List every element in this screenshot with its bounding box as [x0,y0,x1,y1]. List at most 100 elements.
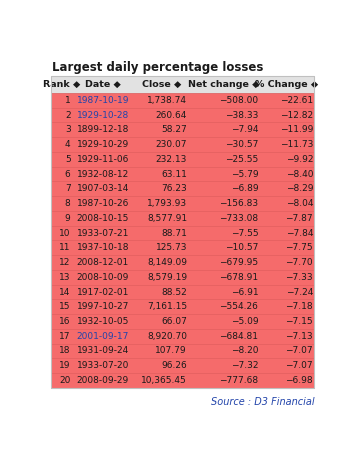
Text: 8,920.70: 8,920.70 [147,332,187,341]
Text: −508.00: −508.00 [219,96,258,105]
Text: −11.73: −11.73 [280,140,313,149]
Text: −7.75: −7.75 [286,243,313,252]
Text: −7.18: −7.18 [286,302,313,311]
Text: 1932-10-05: 1932-10-05 [77,317,129,326]
Text: −7.70: −7.70 [286,258,313,267]
Text: 10,365.45: 10,365.45 [141,376,187,385]
Text: 1932-08-12: 1932-08-12 [77,169,129,178]
Text: −10.57: −10.57 [225,243,258,252]
Bar [51,270,314,285]
Text: 1929-10-29: 1929-10-29 [77,140,129,149]
Bar [51,137,314,152]
Bar [51,285,314,299]
Text: −22.61: −22.61 [280,96,313,105]
Text: 2008-12-01: 2008-12-01 [77,258,129,267]
Text: −12.82: −12.82 [280,111,313,120]
Text: 1929-10-28: 1929-10-28 [77,111,129,120]
Bar [51,226,314,240]
Bar [51,108,314,123]
Text: 3: 3 [65,125,70,134]
Text: 260.64: 260.64 [156,111,187,120]
Bar [51,76,314,93]
Text: 8,579.19: 8,579.19 [147,273,187,282]
Text: 1,738.74: 1,738.74 [147,96,187,105]
Text: −8.04: −8.04 [286,199,313,208]
Text: 2: 2 [65,111,70,120]
Text: −30.57: −30.57 [225,140,258,149]
Text: 8: 8 [65,199,70,208]
Bar [51,93,314,108]
Text: −7.24: −7.24 [286,288,313,297]
Text: % Change ◆: % Change ◆ [255,80,318,89]
Text: 1987-10-19: 1987-10-19 [77,96,129,105]
Text: −8.40: −8.40 [286,169,313,178]
Text: −25.55: −25.55 [225,155,258,164]
Text: 88.71: 88.71 [161,228,187,237]
Text: 96.26: 96.26 [161,361,187,370]
Bar [51,152,314,166]
Text: −6.91: −6.91 [231,288,258,297]
Text: 1933-07-21: 1933-07-21 [77,228,129,237]
Text: −156.83: −156.83 [219,199,258,208]
Text: 11: 11 [59,243,70,252]
Text: −7.32: −7.32 [231,361,258,370]
Text: Rank ◆: Rank ◆ [43,80,80,89]
Bar [51,314,314,329]
Text: 230.07: 230.07 [156,140,187,149]
Text: 4: 4 [65,140,70,149]
Text: −7.07: −7.07 [286,347,313,356]
Bar [51,255,314,270]
Text: −7.15: −7.15 [286,317,313,326]
Bar [51,166,314,182]
Text: 58.27: 58.27 [161,125,187,134]
Text: 8,149.09: 8,149.09 [147,258,187,267]
Text: 16: 16 [59,317,70,326]
Text: 1899-12-18: 1899-12-18 [77,125,129,134]
Text: 17: 17 [59,332,70,341]
Text: 2008-10-15: 2008-10-15 [77,214,129,223]
Text: Largest daily percentage losses: Largest daily percentage losses [52,61,264,74]
Text: 1937-10-18: 1937-10-18 [77,243,129,252]
Text: −5.79: −5.79 [231,169,258,178]
Text: −8.29: −8.29 [286,184,313,193]
Text: −554.26: −554.26 [220,302,258,311]
Text: 1987-10-26: 1987-10-26 [77,199,129,208]
Text: 1929-11-06: 1929-11-06 [77,155,129,164]
Text: −7.94: −7.94 [231,125,258,134]
Text: 76.23: 76.23 [161,184,187,193]
Text: −5.09: −5.09 [231,317,258,326]
Bar [51,240,314,255]
Text: 107.79: 107.79 [156,347,187,356]
Text: 9: 9 [65,214,70,223]
Bar [51,329,314,343]
Text: 2001-09-17: 2001-09-17 [77,332,129,341]
Text: −8.20: −8.20 [231,347,258,356]
Text: 15: 15 [59,302,70,311]
Text: 88.52: 88.52 [161,288,187,297]
Text: 66.07: 66.07 [161,317,187,326]
Text: −7.07: −7.07 [286,361,313,370]
Text: 8,577.91: 8,577.91 [147,214,187,223]
Text: 20: 20 [59,376,70,385]
Bar [51,123,314,137]
Text: −678.91: −678.91 [219,273,258,282]
Bar [51,211,314,226]
Text: −777.68: −777.68 [219,376,258,385]
Text: 6: 6 [65,169,70,178]
Bar [51,373,314,388]
Text: 10: 10 [59,228,70,237]
Bar [51,359,314,373]
Text: −9.92: −9.92 [286,155,313,164]
Text: 13: 13 [59,273,70,282]
Bar [51,76,314,388]
Text: 7,161.15: 7,161.15 [147,302,187,311]
Text: 1917-02-01: 1917-02-01 [77,288,129,297]
Text: 1931-09-24: 1931-09-24 [77,347,129,356]
Text: −7.84: −7.84 [286,228,313,237]
Text: Date ◆: Date ◆ [85,80,121,89]
Text: 2008-09-29: 2008-09-29 [77,376,129,385]
Text: Source : D3 Financial: Source : D3 Financial [211,397,314,407]
Text: Close ◆: Close ◆ [142,80,181,89]
Text: −7.33: −7.33 [286,273,313,282]
Bar [51,343,314,359]
